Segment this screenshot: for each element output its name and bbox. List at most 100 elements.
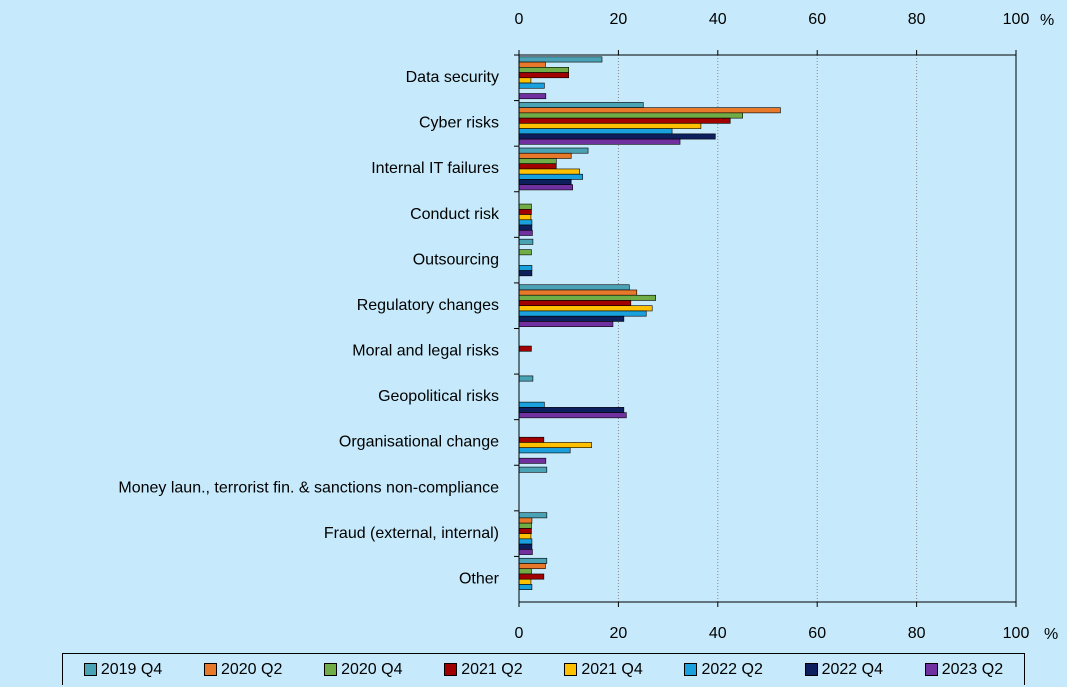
bar xyxy=(518,412,627,419)
y-tick-label: Fraud (external, internal) xyxy=(324,525,499,542)
bar xyxy=(518,147,589,154)
y-tick-label: Conduct risk xyxy=(410,206,500,223)
legend-label: 2021 Q4 xyxy=(581,660,643,678)
bar xyxy=(518,315,625,322)
bar xyxy=(518,305,653,312)
x-tick-label: 80 xyxy=(908,11,926,28)
bar xyxy=(518,436,545,443)
x-tick-label: 0 xyxy=(515,625,524,642)
legend-swatch xyxy=(924,663,938,676)
bar xyxy=(518,442,592,449)
legend-swatch xyxy=(444,663,458,676)
bar xyxy=(518,123,702,129)
legend-item: 2021 Q4 xyxy=(564,660,643,679)
bar xyxy=(518,72,570,79)
bar xyxy=(518,179,572,185)
bar xyxy=(518,219,533,226)
y-tick-label: Other xyxy=(459,570,500,587)
legend-label: 2019 Q4 xyxy=(100,660,163,678)
bar xyxy=(518,321,614,327)
legend-item: 2019 Q4 xyxy=(83,660,163,679)
bar xyxy=(518,249,532,256)
bar xyxy=(518,584,533,590)
bar xyxy=(518,407,625,413)
y-tick-label: Cyber risks xyxy=(419,115,499,132)
x-tick-label: 20 xyxy=(610,625,628,642)
y-tick-label: Internal IT failures xyxy=(371,160,499,177)
bar xyxy=(518,184,573,191)
bar xyxy=(518,152,572,159)
bar xyxy=(518,543,533,550)
bar xyxy=(518,128,673,135)
bar xyxy=(518,533,532,540)
legend-label: 2020 Q2 xyxy=(220,660,283,678)
bar xyxy=(518,401,545,408)
bar xyxy=(518,61,546,68)
bar xyxy=(518,238,534,245)
x-tick-label: 40 xyxy=(709,625,727,642)
bar xyxy=(518,345,532,352)
bar xyxy=(518,528,532,534)
bar xyxy=(518,67,570,73)
bar xyxy=(518,294,656,301)
bar xyxy=(518,107,781,114)
bar xyxy=(518,578,532,585)
bar xyxy=(518,300,632,307)
legend-swatch xyxy=(804,663,818,676)
bar xyxy=(518,447,571,454)
legend-label: 2022 Q2 xyxy=(701,660,763,678)
y-tick-label: Organisational change xyxy=(339,434,499,451)
bar xyxy=(518,208,532,215)
legend-swatch xyxy=(684,663,698,676)
bar xyxy=(518,568,532,575)
bar xyxy=(518,310,647,317)
bar xyxy=(518,138,681,145)
bar xyxy=(518,102,644,108)
bar xyxy=(518,229,533,236)
legend-swatch xyxy=(203,663,217,676)
bar xyxy=(518,117,731,124)
bar xyxy=(518,203,532,210)
bar xyxy=(518,265,533,271)
bar xyxy=(518,82,545,89)
legend-label: 2022 Q4 xyxy=(821,660,883,678)
bar xyxy=(518,112,743,119)
bar xyxy=(518,173,583,180)
legend-item: 2021 Q2 xyxy=(444,661,523,679)
bar xyxy=(518,270,533,277)
x-tick-label: 20 xyxy=(610,11,628,28)
bar xyxy=(518,289,638,296)
bar xyxy=(518,522,532,529)
legend: 2019 Q4 2020 Q2 2020 Q4 2021 Q2 2021 Q4 2022 … xyxy=(62,653,1025,685)
legend-item: 2020 Q2 xyxy=(203,660,283,679)
bar xyxy=(518,133,716,140)
bar xyxy=(518,77,532,84)
y-tick-label: Moral and legal risks xyxy=(352,343,499,360)
x-unit: % xyxy=(1044,626,1058,643)
x-tick-label: 60 xyxy=(808,625,826,642)
bar xyxy=(518,56,603,63)
plot-frame xyxy=(518,54,1017,603)
x-tick-label: 0 xyxy=(515,11,524,28)
bar xyxy=(518,563,546,570)
bar xyxy=(518,512,548,519)
x-unit: % xyxy=(1040,12,1054,29)
legend-item: 2022 Q2 xyxy=(684,660,763,679)
bar xyxy=(518,168,580,175)
chart: 0 0 20 20 40 40 60 60 80 80 100 100%% Data security C… xyxy=(118,11,1058,643)
legend-item: 2022 Q4 xyxy=(804,660,883,679)
bar xyxy=(518,284,630,291)
bar xyxy=(518,517,533,524)
x-tick-label: 100 xyxy=(1003,11,1030,28)
legend-swatch xyxy=(83,663,97,676)
x-tick-label: 40 xyxy=(709,11,727,28)
legend-label: 2023 Q2 xyxy=(941,660,1004,678)
y-tick-label: Regulatory changes xyxy=(357,297,499,314)
bar xyxy=(518,549,533,555)
bar xyxy=(518,224,533,231)
bar xyxy=(518,538,533,545)
bar xyxy=(518,214,532,221)
legend-swatch xyxy=(324,663,338,676)
bar xyxy=(518,163,557,170)
bar xyxy=(518,93,547,100)
